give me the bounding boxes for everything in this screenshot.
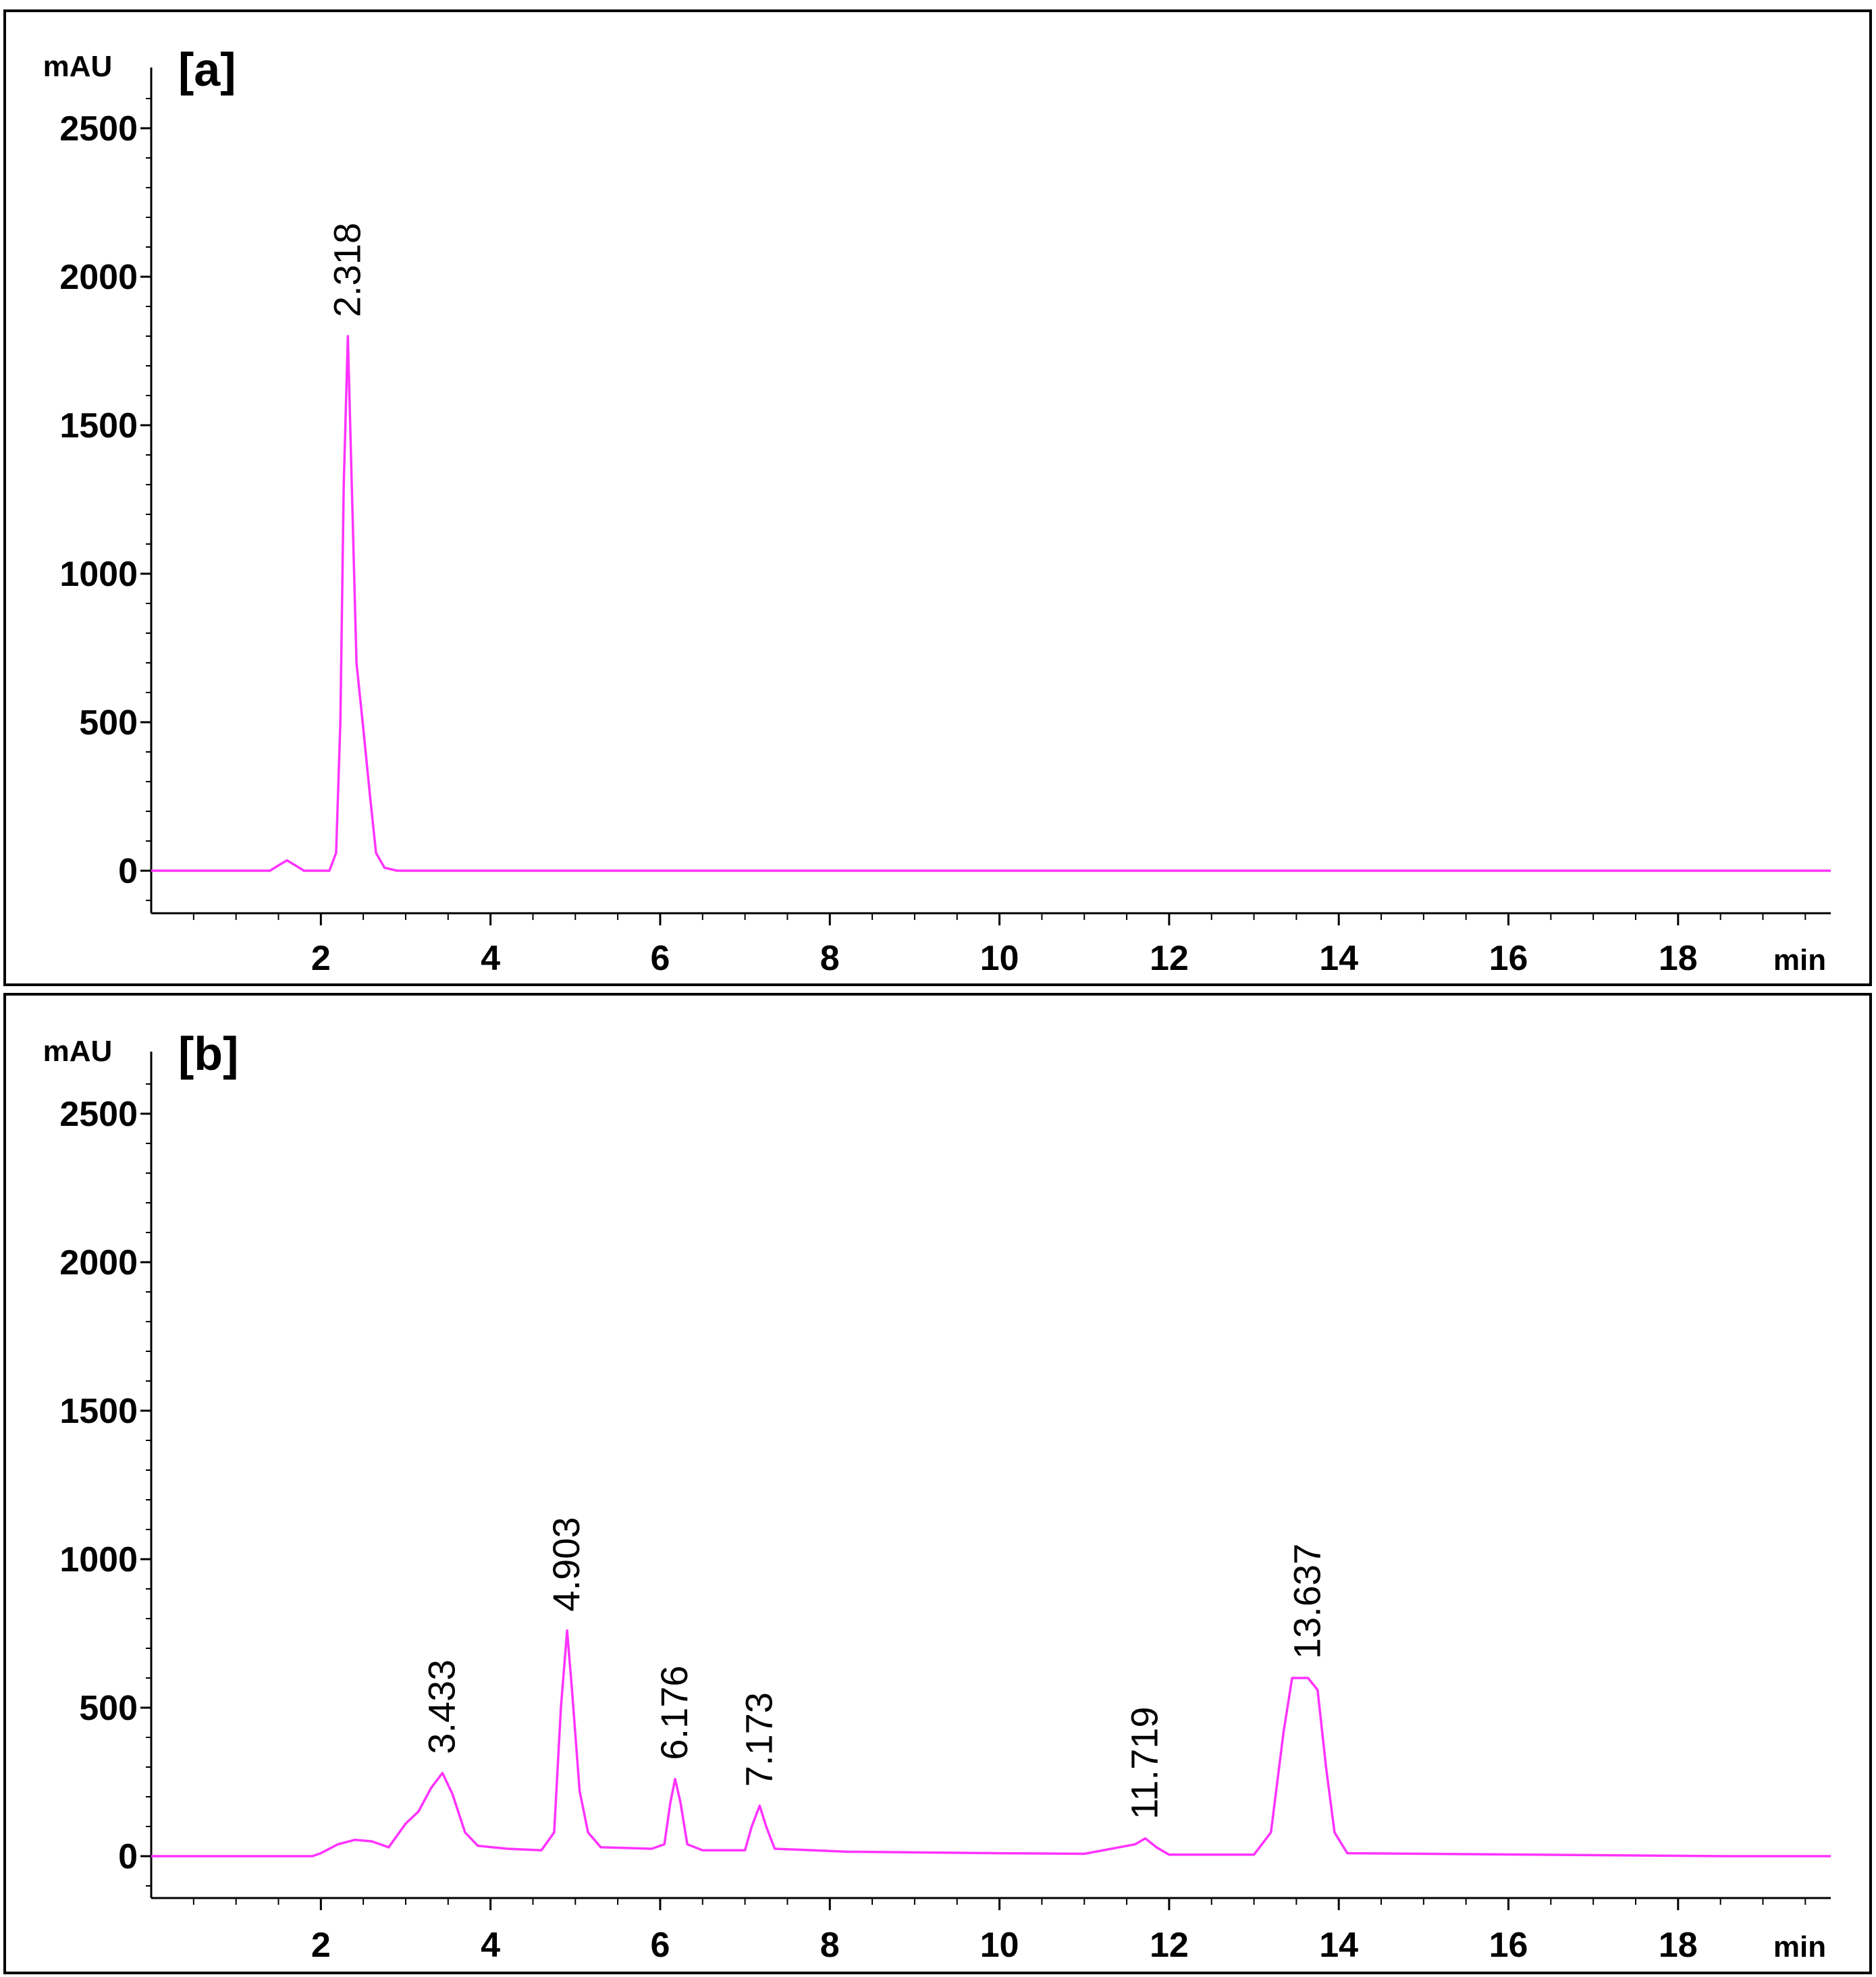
signal-trace [151, 335, 1831, 872]
y-tick-label: 2500 [59, 1095, 138, 1134]
chromatogram-panel-a: 0 500 1000 1500 2000 2500 2 4 6 8 10 12 14 16 18 2.318… [3, 9, 1872, 986]
x-tick-label: 10 [980, 1926, 1019, 1965]
ticks: 0 500 1000 1500 2000 2500 2 4 6 8 10 12 14 16 18 [59, 98, 1806, 978]
x-tick-label: 2 [311, 939, 331, 978]
x-tick-label: 4 [481, 1926, 500, 1965]
y-tick-label: 2000 [59, 1243, 138, 1282]
x-tick-label: 10 [980, 939, 1019, 978]
y-tick-label: 2500 [59, 109, 138, 148]
y-tick-label: 2000 [59, 258, 138, 297]
x-tick-label: 14 [1319, 1926, 1358, 1965]
x-tick-label: 18 [1659, 939, 1698, 978]
x-tick-label: 12 [1150, 1926, 1189, 1965]
y-tick-label: 1500 [59, 1392, 138, 1431]
x-tick-label: 6 [650, 939, 670, 978]
y-tick-label: 1000 [59, 555, 138, 594]
peak-rt-label: 7.173 [737, 1692, 780, 1787]
panel-label: [a] [178, 43, 236, 96]
chromatogram-trace [151, 335, 1831, 872]
y-tick-label: 0 [118, 852, 138, 891]
y-tick-label: 1500 [59, 406, 138, 445]
peak-labels: 3.433 4.903 6.176 7.173 11.719 13.637 [420, 1517, 1328, 1819]
panel-frame [3, 9, 1872, 986]
axes [150, 67, 1831, 915]
y-tick-label: 500 [79, 1689, 138, 1728]
x-tick-label: 8 [820, 939, 840, 978]
y-axis-unit: mAU [43, 1035, 113, 1068]
y-tick-label: 1000 [59, 1540, 138, 1579]
x-tick-label: 4 [481, 939, 500, 978]
peak-rt-label: 6.176 [653, 1665, 695, 1760]
chromatogram-panel-b: 0 500 1000 1500 2000 2500 2 4 6 8 10 12 14 16 18 3.433… [3, 993, 1872, 1974]
x-tick-label: 8 [820, 1926, 840, 1965]
ticks: 0 500 1000 1500 2000 2500 2 4 6 8 10 12 14 16 18 [59, 1083, 1806, 1965]
peak-rt-label: 2.318 [325, 223, 368, 317]
peak-rt-label: 11.719 [1123, 1706, 1166, 1819]
y-tick-label: 0 [118, 1837, 138, 1876]
x-tick-label: 6 [650, 1926, 670, 1965]
x-axis-unit: min [1773, 1930, 1826, 1964]
panel-frame [3, 993, 1872, 1974]
x-tick-label: 16 [1489, 1926, 1528, 1965]
x-tick-label: 12 [1150, 939, 1189, 978]
panel-label: [b] [178, 1027, 238, 1080]
x-tick-label: 16 [1489, 939, 1528, 978]
peak-rt-label: 3.433 [420, 1660, 462, 1754]
y-axis-unit: mAU [43, 50, 113, 83]
x-tick-label: 2 [311, 1926, 331, 1965]
peak-rt-label: 13.637 [1286, 1544, 1329, 1659]
x-tick-label: 18 [1659, 1926, 1698, 1965]
peak-labels: 2.318 [325, 223, 368, 317]
signal-trace [151, 1629, 1831, 1858]
x-axis-unit: min [1773, 944, 1826, 977]
chromatogram-trace [151, 1629, 1831, 1858]
y-tick-label: 500 [79, 703, 138, 742]
axes [150, 1052, 1831, 1899]
peak-rt-label: 4.903 [545, 1517, 587, 1611]
x-tick-label: 14 [1319, 939, 1358, 978]
